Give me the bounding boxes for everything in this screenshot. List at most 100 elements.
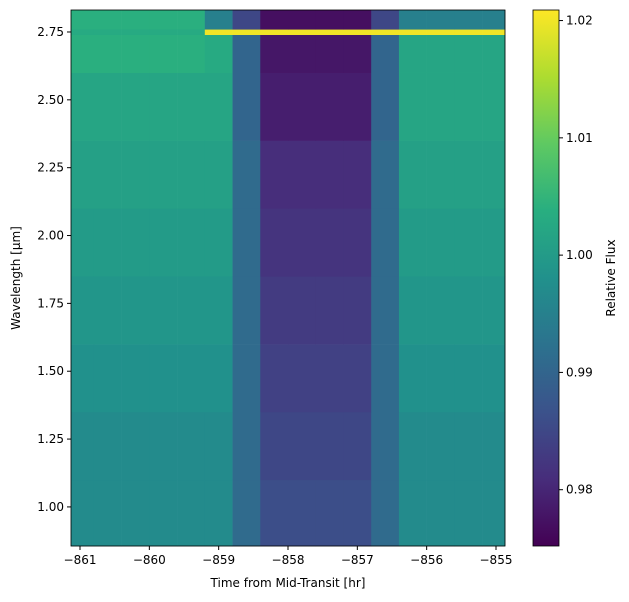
- heatmap-cell: [482, 276, 506, 345]
- heatmap-cell: [177, 208, 206, 277]
- heatmap-cell: [71, 140, 95, 209]
- heatmap-cell: [371, 208, 400, 277]
- heatmap-cell: [426, 10, 455, 30]
- heatmap-cell: [454, 411, 483, 481]
- heatmap-cell: [482, 140, 506, 209]
- heatmap-cell: [71, 29, 95, 35]
- heatmap-cell: [426, 72, 455, 141]
- heatmap-cell: [371, 29, 400, 35]
- y-tick-label: 1.50: [37, 364, 64, 378]
- x-tick-label: −860: [133, 553, 166, 567]
- heatmap-cell: [315, 140, 344, 209]
- heatmap-cell: [93, 140, 122, 209]
- heatmap-cell: [288, 479, 317, 547]
- heatmap-cell: [260, 34, 289, 73]
- heatmap-cell: [426, 34, 455, 73]
- x-tick-label: −856: [410, 553, 443, 567]
- heatmap-cell: [204, 34, 233, 73]
- heatmap-cell: [371, 344, 400, 413]
- heatmap-cell: [454, 208, 483, 277]
- heatmap-cell: [204, 140, 233, 209]
- heatmap-cell: [343, 10, 372, 30]
- heatmap-cell: [315, 344, 344, 413]
- heatmap-cell: [93, 344, 122, 413]
- heatmap-cell: [71, 479, 95, 547]
- heatmap-cell: [121, 276, 150, 345]
- y-tick-label: 1.00: [37, 500, 64, 514]
- heatmap-cell: [454, 72, 483, 141]
- heatmap-cell: [177, 276, 206, 345]
- heatmap-cell: [482, 72, 506, 141]
- heatmap-cell: [121, 208, 150, 277]
- heatmap-cell: [232, 10, 261, 30]
- heatmap-cell: [343, 344, 372, 413]
- heatmap-cell: [426, 479, 455, 547]
- heatmap-cell: [482, 29, 506, 35]
- heatmap-cell: [177, 344, 206, 413]
- y-tick-label: 2.50: [37, 93, 64, 107]
- heatmap-cell: [71, 10, 95, 30]
- heatmap-cell: [177, 10, 206, 30]
- heatmap-cell: [121, 479, 150, 547]
- heatmap-cell: [343, 34, 372, 73]
- heatmap-cell: [343, 479, 372, 547]
- heatmap-cell: [149, 276, 178, 345]
- heatmap-cell: [71, 276, 95, 345]
- y-tick-label: 1.75: [37, 296, 64, 310]
- heatmap-cell: [288, 276, 317, 345]
- heatmap-cell: [482, 208, 506, 277]
- heatmap-cell: [482, 34, 506, 73]
- heatmap-cell: [315, 479, 344, 547]
- heatmap-cell: [454, 34, 483, 73]
- heatmap-cell: [177, 479, 206, 547]
- heatmap-cell: [343, 29, 372, 35]
- heatmap-cell: [371, 140, 400, 209]
- heatmap-cell: [398, 72, 427, 141]
- heatmap-cell: [121, 34, 150, 73]
- x-tick-label: −857: [341, 553, 374, 567]
- heatmap-cell: [288, 140, 317, 209]
- heatmap-cell: [93, 10, 122, 30]
- heatmap-cell: [93, 276, 122, 345]
- heatmap-cell: [204, 276, 233, 345]
- colorbar-tick-label: 1.00: [566, 248, 593, 262]
- colorbar-tick-label: 0.98: [566, 483, 593, 497]
- heatmap-cell: [149, 411, 178, 481]
- heatmap-cell: [454, 344, 483, 413]
- colorbar-tick-label: 1.02: [566, 14, 593, 28]
- heatmap-cell: [260, 29, 289, 35]
- heatmap-cell: [232, 140, 261, 209]
- heatmap-cell: [371, 276, 400, 345]
- x-axis-label: Time from Mid-Transit [hr]: [210, 576, 366, 590]
- heatmap-cell: [398, 140, 427, 209]
- heatmap-cell: [121, 344, 150, 413]
- colorbar-tick-label: 0.99: [566, 365, 593, 379]
- heatmap-cell: [204, 29, 233, 35]
- heatmap-cell: [260, 140, 289, 209]
- heatmap-cell: [371, 10, 400, 30]
- heatmap-cell: [232, 34, 261, 73]
- heatmap-cell: [315, 72, 344, 141]
- x-tick-label: −859: [202, 553, 235, 567]
- heatmap-cell: [204, 208, 233, 277]
- heatmap-cell: [93, 29, 122, 35]
- heatmap-cell: [177, 140, 206, 209]
- heatmap-cell: [315, 208, 344, 277]
- heatmap-cell: [288, 411, 317, 481]
- heatmap-cell: [426, 411, 455, 481]
- heatmap-cell: [315, 276, 344, 345]
- heatmap-cell: [288, 34, 317, 73]
- colorbar-tick-label: 1.01: [566, 131, 593, 145]
- heatmap-cell: [93, 411, 122, 481]
- heatmap-cell: [232, 208, 261, 277]
- heatmap-cell: [482, 479, 506, 547]
- heatmap-cell: [204, 411, 233, 481]
- heatmap-cell: [121, 411, 150, 481]
- heatmap-cell: [204, 72, 233, 141]
- y-tick-label: 2.75: [37, 25, 64, 39]
- heatmap-cell: [260, 344, 289, 413]
- heatmap-cell: [482, 10, 506, 30]
- heatmap-cell: [426, 140, 455, 209]
- heatmap-cell: [177, 411, 206, 481]
